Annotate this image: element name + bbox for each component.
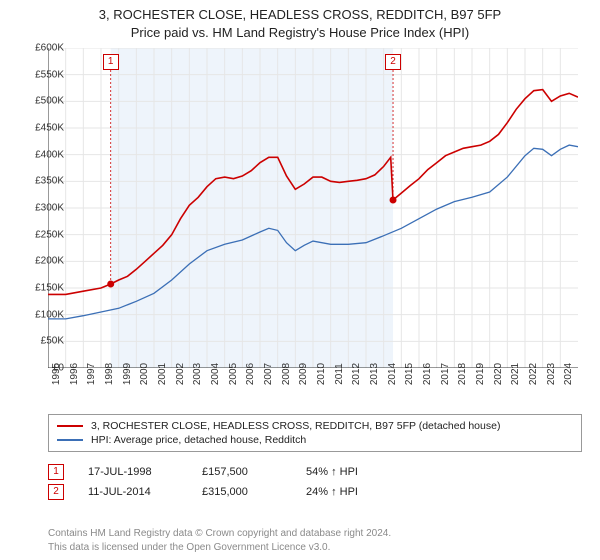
x-tick-label: 2016 <box>422 363 433 385</box>
table-row: 2 11-JUL-2014 £315,000 24% ↑ HPI <box>48 482 386 502</box>
y-tick-label: £300K <box>35 203 64 214</box>
sale-price: £315,000 <box>202 486 282 498</box>
y-tick-label: £150K <box>35 283 64 294</box>
y-tick-label: £100K <box>35 309 64 320</box>
x-tick-label: 2018 <box>457 363 468 385</box>
chart-plot <box>48 48 578 368</box>
x-tick-label: 2002 <box>175 363 186 385</box>
y-tick-label: £250K <box>35 229 64 240</box>
y-tick-label: £550K <box>35 69 64 80</box>
x-tick-label: 2009 <box>298 363 309 385</box>
x-tick-label: 2012 <box>351 363 362 385</box>
chart-title: 3, ROCHESTER CLOSE, HEADLESS CROSS, REDD… <box>0 0 600 42</box>
legend-label: HPI: Average price, detached house, Redd… <box>91 434 306 446</box>
x-tick-label: 2015 <box>404 363 415 385</box>
x-tick-label: 2021 <box>510 363 521 385</box>
chart-svg <box>48 48 578 368</box>
x-tick-label: 2006 <box>245 363 256 385</box>
x-tick-label: 2008 <box>281 363 292 385</box>
x-tick-label: 2019 <box>475 363 486 385</box>
x-tick-label: 1999 <box>122 363 133 385</box>
title-line-2: Price paid vs. HM Land Registry's House … <box>0 24 600 42</box>
legend-item: 3, ROCHESTER CLOSE, HEADLESS CROSS, REDD… <box>57 419 573 433</box>
x-tick-label: 2023 <box>546 363 557 385</box>
y-tick-label: £600K <box>35 43 64 54</box>
x-tick-label: 2014 <box>387 363 398 385</box>
table-row: 1 17-JUL-1998 £157,500 54% ↑ HPI <box>48 462 386 482</box>
sale-marker-flag: 2 <box>385 54 401 70</box>
sale-date: 11-JUL-2014 <box>88 486 178 498</box>
x-tick-label: 2000 <box>139 363 150 385</box>
sales-table: 1 17-JUL-1998 £157,500 54% ↑ HPI 2 11-JU… <box>48 462 386 502</box>
x-tick-label: 2013 <box>369 363 380 385</box>
sale-date: 17-JUL-1998 <box>88 466 178 478</box>
x-tick-label: 2011 <box>334 363 345 385</box>
chart-container: 3, ROCHESTER CLOSE, HEADLESS CROSS, REDD… <box>0 0 600 560</box>
y-tick-label: £200K <box>35 256 64 267</box>
legend-swatch <box>57 425 83 427</box>
x-tick-label: 2007 <box>263 363 274 385</box>
x-tick-label: 2010 <box>316 363 327 385</box>
credits-line: This data is licensed under the Open Gov… <box>48 541 391 555</box>
x-tick-label: 2001 <box>157 363 168 385</box>
credits-line: Contains HM Land Registry data © Crown c… <box>48 527 391 541</box>
x-tick-label: 2005 <box>228 363 239 385</box>
x-tick-label: 1995 <box>51 363 62 385</box>
x-tick-label: 1998 <box>104 363 115 385</box>
data-credits: Contains HM Land Registry data © Crown c… <box>48 527 391 554</box>
legend-item: HPI: Average price, detached house, Redd… <box>57 433 573 447</box>
x-tick-label: 2003 <box>192 363 203 385</box>
x-tick-label: 2020 <box>493 363 504 385</box>
y-tick-label: £450K <box>35 123 64 134</box>
legend: 3, ROCHESTER CLOSE, HEADLESS CROSS, REDD… <box>48 414 582 452</box>
sale-marker-flag: 1 <box>103 54 119 70</box>
sale-marker-icon: 2 <box>48 484 64 500</box>
y-tick-label: £400K <box>35 149 64 160</box>
title-line-1: 3, ROCHESTER CLOSE, HEADLESS CROSS, REDD… <box>0 6 600 24</box>
x-tick-label: 2017 <box>440 363 451 385</box>
sale-marker-icon: 1 <box>48 464 64 480</box>
sale-price: £157,500 <box>202 466 282 478</box>
y-tick-label: £50K <box>41 336 64 347</box>
y-tick-label: £500K <box>35 96 64 107</box>
sale-vs-hpi: 54% ↑ HPI <box>306 466 386 478</box>
x-tick-label: 1997 <box>86 363 97 385</box>
x-tick-label: 2022 <box>528 363 539 385</box>
legend-swatch <box>57 439 83 441</box>
x-tick-label: 2004 <box>210 363 221 385</box>
sale-vs-hpi: 24% ↑ HPI <box>306 486 386 498</box>
y-tick-label: £350K <box>35 176 64 187</box>
x-tick-label: 2024 <box>563 363 574 385</box>
x-tick-label: 1996 <box>69 363 80 385</box>
legend-label: 3, ROCHESTER CLOSE, HEADLESS CROSS, REDD… <box>91 420 500 432</box>
